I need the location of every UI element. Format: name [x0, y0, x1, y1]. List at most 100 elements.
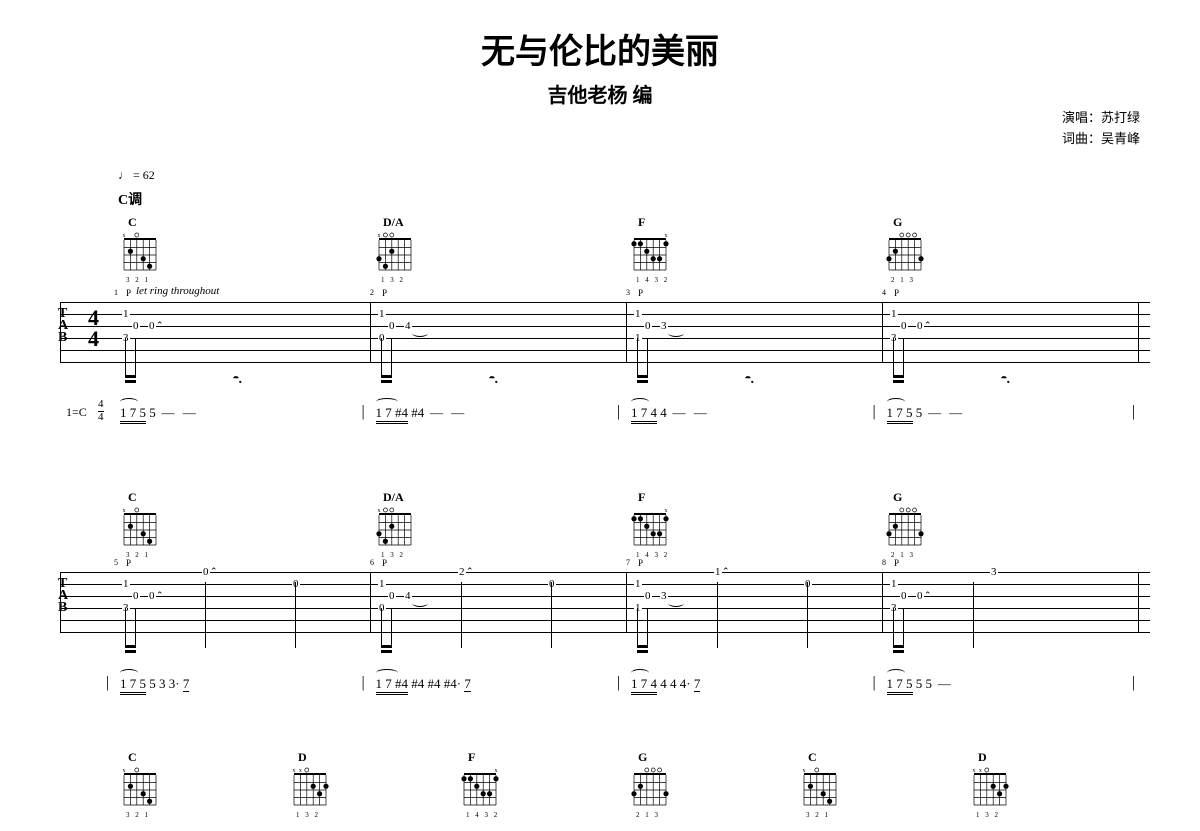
tab-fret-number: 1: [122, 579, 130, 590]
bar-number: 5: [114, 558, 118, 567]
chord-name: C: [128, 490, 137, 505]
chord-slot: F x 1 4 3 2: [630, 215, 885, 284]
jianpu-segment: 1 7 #4 #4 — —: [376, 405, 467, 421]
jianpu-barline: |: [362, 674, 365, 692]
p-marking: P: [638, 288, 643, 298]
chord-row-2: C x 3 2 1 D/A x 1 3 2 F x 1 4 3 2 G 2 1 …: [120, 490, 1140, 559]
chord-slot: D/A x 1 3 2: [375, 215, 630, 284]
svg-text:x: x: [495, 768, 498, 774]
jianpu-timesig-bottom: 4: [98, 411, 104, 423]
chord-fingers: 1 4 3 2: [636, 276, 669, 284]
chord-name: D/A: [383, 490, 404, 505]
tab-fret-number: 0: [388, 591, 396, 602]
chord-slot: G 2 1 3: [885, 215, 1140, 284]
svg-text:x: x: [378, 233, 381, 239]
chord-fingers: 1 4 3 2: [466, 811, 499, 819]
tab-fret-number: 1: [714, 567, 722, 578]
jianpu-segment: 1 7 5 5 5 —: [887, 676, 954, 692]
singer-label: 演唱：: [1062, 110, 1101, 125]
jianpu-segment: 1 7 5 5 — —: [120, 405, 198, 421]
chord-name: F: [638, 215, 645, 230]
chord-name: D: [978, 750, 987, 765]
tab-fret-number: 2: [458, 567, 466, 578]
tab-fret-number: 1: [122, 309, 130, 320]
rest-symbol: 𝄼.: [745, 372, 754, 388]
svg-text:x: x: [123, 508, 126, 514]
chord-slot: C x 3 2 1: [120, 215, 375, 284]
chord-fingers: 1 3 2: [381, 276, 405, 284]
song-title: 无与伦比的美丽: [0, 0, 1200, 73]
chord-name: G: [638, 750, 647, 765]
jianpu-segment: 1 7 4 4 — —: [631, 405, 709, 421]
p-marking: P: [382, 288, 387, 298]
chord-slot: F x 1 4 3 2: [460, 750, 630, 819]
jianpu-barline: |: [873, 674, 876, 692]
tab-fret-number: 0: [148, 321, 156, 332]
chord-name: F: [468, 750, 475, 765]
svg-text:x: x: [803, 768, 806, 774]
tab-fret-number: 0: [202, 567, 210, 578]
tab-fret-number: 0: [916, 591, 924, 602]
p-marking: P: [894, 288, 899, 298]
chord-fingers: 1 3 2: [296, 811, 320, 819]
chord-name: G: [893, 215, 902, 230]
bar-number: 6: [370, 558, 374, 567]
jianpu-barline: |: [873, 403, 876, 421]
chord-name: C: [808, 750, 817, 765]
songwriter-label: 词曲：: [1062, 131, 1101, 146]
bar-number: 7: [626, 558, 630, 567]
jianpu-barline: |: [362, 403, 365, 421]
tab-fret-number: 0: [388, 321, 396, 332]
singer-name: 苏打绿: [1101, 110, 1140, 125]
svg-text:x: x: [979, 768, 982, 774]
svg-text:x: x: [378, 508, 381, 514]
jianpu-key-prefix: 1=C: [66, 405, 87, 420]
jianpu-barline: |: [617, 403, 620, 421]
chord-fingers: 2 1 3: [891, 276, 915, 284]
arranger-subtitle: 吉他老杨 编: [0, 73, 1200, 108]
chord-slot: D/A x 1 3 2: [375, 490, 630, 559]
bar-number: 8: [882, 558, 886, 567]
tab-fret-number: 4: [404, 321, 412, 332]
p-marking: P: [894, 558, 899, 568]
jianpu-segment: 1 7 #4 #4 #4 #4· 7: [376, 676, 471, 692]
rest-symbol: 𝄼.: [1001, 372, 1010, 388]
jianpu-segment: 1 7 5 5 3 3· 7: [120, 676, 189, 692]
tab-fret-number: 3: [660, 591, 668, 602]
svg-text:x: x: [665, 233, 668, 239]
chord-slot: G 2 1 3: [885, 490, 1140, 559]
tab-fret-number: 0: [900, 321, 908, 332]
tab-staff-lines-2: 5P1030⌃0⌃06P10042⌃07P10131⌃08P1030⌃3: [60, 572, 1150, 632]
chord-row-1: C x 3 2 1 D/A x 1 3 2 F x 1 4 3 2 G 2 1 …: [120, 215, 1140, 284]
tab-fret-number: 0: [900, 591, 908, 602]
p-marking: P: [382, 558, 387, 568]
bar-number: 2: [370, 288, 374, 297]
jianpu-barline: |: [617, 674, 620, 692]
tab-system-2: TAB 5P1030⌃0⌃06P10042⌃07P10131⌃08P1030⌃3: [60, 572, 1150, 632]
chord-slot: F x 1 4 3 2: [630, 490, 885, 559]
tab-staff-lines-1: 1P1030⌃𝄼.2P1004𝄼.3P1013𝄼.4P1030⌃𝄼.: [60, 302, 1150, 362]
chord-name: C: [128, 215, 137, 230]
tab-fret-number: 1: [890, 579, 898, 590]
tab-fret-number: 0: [644, 321, 652, 332]
chord-fingers: 3 2 1: [806, 811, 830, 819]
chord-name: F: [638, 490, 645, 505]
p-marking: P: [126, 288, 131, 298]
chord-name: G: [893, 490, 902, 505]
tab-fret-number: 1: [634, 309, 642, 320]
tab-fret-number: 0: [148, 591, 156, 602]
chord-fingers: 2 1 3: [636, 811, 660, 819]
chord-fingers: 3 2 1: [126, 811, 150, 819]
svg-text:x: x: [123, 768, 126, 774]
svg-text:x: x: [973, 768, 976, 774]
tab-fret-number: 3: [990, 567, 998, 578]
tab-fret-number: 3: [660, 321, 668, 332]
songwriter-name: 吴青峰: [1101, 131, 1140, 146]
p-marking: P: [638, 558, 643, 568]
tempo-marking: ♩ = 62: [118, 168, 155, 183]
jianpu-segment: 1 7 4 4 4 4· 7: [631, 676, 700, 692]
chord-fingers: 1 3 2: [976, 811, 1000, 819]
svg-text:x: x: [123, 233, 126, 239]
rest-symbol: 𝄼.: [233, 372, 242, 388]
chord-slot: C x 3 2 1: [120, 750, 290, 819]
